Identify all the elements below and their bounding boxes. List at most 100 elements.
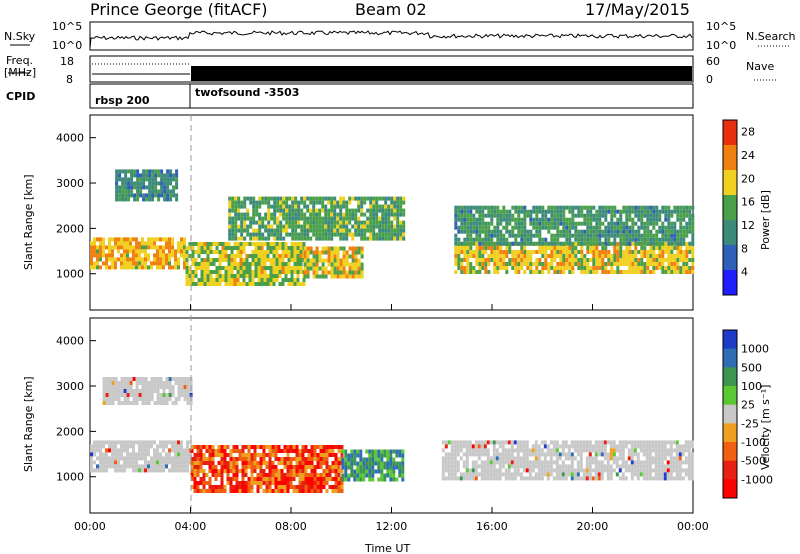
heatmap-cell [649,229,653,234]
heatmap-cell [93,249,96,254]
heatmap-cell [301,469,305,473]
heatmap-cell [595,213,599,218]
heatmap-cell [215,274,219,278]
heatmap-cell [224,258,228,262]
heatmap-cell [220,473,224,477]
heatmap-cell [196,465,200,469]
heatmap-cell [276,232,280,237]
heatmap-cell [241,457,245,461]
heatmap-cell [469,209,473,214]
heatmap-cell [111,265,114,270]
heatmap-cell [180,464,183,469]
heatmap-cell [208,453,212,457]
heatmap-cell [356,477,360,482]
heatmap-cell [444,452,448,457]
heatmap-cell [118,193,122,198]
heatmap-cell [246,228,250,233]
heatmap-cell [294,224,298,229]
heatmap-cell [141,401,145,405]
heatmap-cell [633,464,637,469]
heatmap-cell [619,258,623,262]
heatmap-cell [234,220,238,225]
heatmap-cell [481,241,485,246]
heatmap-cell [150,397,154,401]
heatmap-cell [347,453,351,458]
heatmap-cell [484,213,488,218]
heatmap-cell [90,253,93,258]
heatmap-cell [688,250,692,254]
heatmap-cell [301,477,305,481]
heatmap-cell [586,225,590,230]
heatmap-cell [90,245,93,250]
heatmap-cell [577,250,581,254]
heatmap-cell [675,452,679,457]
heatmap-cell [390,224,394,229]
heatmap-cell [199,465,203,469]
heatmap-cell [469,262,473,266]
heatmap-cell [313,445,317,449]
colorbar-tick: 1000 [741,343,769,356]
heatmap-cell [558,452,562,457]
heatmap-cell [183,397,187,401]
heatmap-cell [191,274,195,278]
heatmap-cell [264,216,268,221]
heatmap-cell [519,440,523,445]
heatmap-cell [183,265,186,270]
heatmap-cell [299,270,303,274]
heatmap-cell [148,193,152,198]
heatmap-cell [145,185,149,190]
heatmap-cell [622,262,626,266]
heatmap-cell [296,282,300,286]
heatmap-cell [341,477,345,482]
heatmap-cell [174,448,177,453]
heatmap-cell [595,266,599,270]
heatmap-cell [684,472,688,477]
heatmap-cell [544,241,548,246]
heatmap-cell [132,440,135,445]
heatmap-cell [621,456,625,461]
heatmap-cell [260,282,264,286]
heatmap-cell [334,485,338,489]
heatmap-cell [351,266,355,271]
heatmap-cell [670,229,674,234]
heatmap-cell [648,452,652,457]
heatmap-cell [250,481,254,485]
heatmap-cell [330,262,334,267]
heatmap-cell [334,473,338,477]
heatmap-cell [477,448,481,453]
heatmap-cell [243,196,247,201]
heatmap-cell [296,254,300,258]
heatmap-cell [292,489,296,493]
heatmap-cell [553,246,557,250]
heatmap-cell [168,393,172,397]
heatmap-cell [194,262,198,266]
heatmap-cell [655,266,659,270]
heatmap-cell [634,213,638,218]
heatmap-cell [278,266,282,270]
heatmap-cell [330,266,334,271]
heatmap-cell [643,205,647,210]
heatmap-cell [348,270,352,275]
heatmap-cell [496,229,500,234]
heatmap-cell [534,460,538,465]
heatmap-cell [496,241,500,246]
heatmap-cell [441,448,445,453]
heatmap-cell [646,254,650,258]
colorbar-segment [723,330,737,350]
heatmap-cell [513,464,517,469]
heatmap-cell [153,456,156,461]
heatmap-cell [159,444,162,449]
heatmap-cell [516,444,520,449]
heatmap-cell [387,232,391,237]
heatmap-cell [399,196,403,201]
heatmap-cell [508,213,512,218]
beam-title: Beam 02 [355,0,427,19]
heatmap-cell [450,460,454,465]
heatmap-cell [685,233,689,238]
heatmap-cell [453,464,457,469]
heatmap-cell [114,440,117,445]
heatmap-cell [199,469,203,473]
heatmap-cell [655,233,659,238]
heatmap-cell [241,453,245,457]
